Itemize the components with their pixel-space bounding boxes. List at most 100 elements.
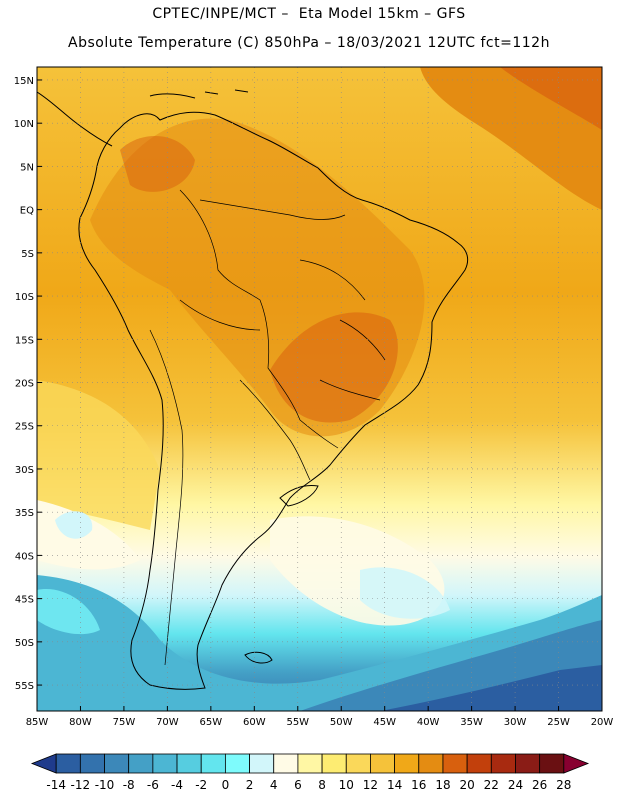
latitude-axis: 15N 10N 5N EQ 5S 10S 15S 20S 25S 30S 35S 40S 45S 50S 5… — [14, 76, 42, 692]
lon-tick-label: 60W — [243, 717, 266, 728]
legend-level-label: -2 — [195, 778, 207, 792]
legend-arrow-right — [563, 753, 590, 774]
legend-swatch — [490, 753, 516, 774]
temperature-field — [37, 67, 602, 711]
coldest-region-south — [380, 665, 602, 711]
lat-tick-label: 55S — [15, 681, 34, 692]
legend-labels: -14 -12 -10 -8 -6 -4 -2 0 2 4 6 8 10 12 14 16 18 20 22 24 26… — [46, 778, 571, 792]
legend-level-label: 16 — [411, 778, 426, 792]
country-borders — [149, 189, 386, 666]
legend-swatch — [55, 753, 81, 774]
lon-tick-label: 85W — [26, 717, 49, 728]
legend-level-label: 8 — [318, 778, 326, 792]
legend-level-label: -12 — [71, 778, 91, 792]
legend-level-label: 22 — [484, 778, 499, 792]
legend-swatch — [394, 753, 420, 774]
lat-tick-label: 5S — [21, 249, 34, 260]
south-america-coast — [78, 111, 469, 690]
legend-bar — [30, 753, 590, 774]
lon-tick-label: 25W — [547, 717, 570, 728]
color-legend: -14 -12 -10 -8 -6 -4 -2 0 2 4 6 8 10 12 14 16 18 20 22 24 26… — [30, 753, 590, 792]
legend-swatch — [515, 753, 541, 774]
legend-level-label: 10 — [339, 778, 354, 792]
border-paraguay-argentina — [239, 379, 311, 481]
border-andes — [149, 329, 184, 666]
border-bolivia — [179, 299, 261, 331]
rio-de-la-plata — [279, 485, 319, 507]
legend-level-label: 12 — [363, 778, 378, 792]
legend-level-label: -6 — [147, 778, 159, 792]
legend-arrow-left — [30, 753, 57, 774]
legend-swatch — [273, 753, 299, 774]
lon-tick-label: 80W — [69, 717, 92, 728]
lat-tick-label: 40S — [15, 551, 34, 562]
legend-swatch — [104, 753, 130, 774]
lon-tick-label: 35W — [460, 717, 483, 728]
legend-swatch — [539, 753, 565, 774]
lon-tick-label: 55W — [286, 717, 309, 728]
graticule — [37, 67, 602, 711]
longitude-axis: 85W 80W 75W 70W 65W 60W 55W 50W 45W 40W 35W 30W 25W 2… — [26, 706, 614, 728]
border-brazil-west — [179, 189, 339, 449]
legend-swatch — [224, 753, 250, 774]
legend-swatch — [249, 753, 275, 774]
legend-level-label: 28 — [556, 778, 571, 792]
lat-tick-label: 50S — [15, 638, 34, 649]
legend-swatch — [200, 753, 226, 774]
legend-swatch — [176, 753, 202, 774]
legend-level-label: 26 — [532, 778, 547, 792]
cold-spot-pacific — [55, 511, 93, 539]
lat-tick-label: 10N — [14, 119, 34, 130]
legend-level-label: -14 — [46, 778, 66, 792]
lon-tick-label: 65W — [200, 717, 223, 728]
legend-swatch — [79, 753, 105, 774]
lon-tick-label: 75W — [113, 717, 136, 728]
legend-level-label: 4 — [270, 778, 278, 792]
central-america-coast — [37, 91, 113, 147]
lat-tick-label: 25S — [15, 422, 34, 433]
cold-patch-atlantic — [360, 567, 450, 619]
legend-swatch — [297, 753, 323, 774]
coastlines — [37, 89, 469, 690]
map-title: CPTEC/INPE/MCT – Eta Model 15km – GFS — [152, 6, 466, 22]
legend-level-label: 2 — [246, 778, 254, 792]
map-frame — [36, 66, 603, 712]
border-brazil-states — [299, 259, 386, 401]
lat-tick-label: 15N — [14, 76, 34, 87]
lon-tick-label: 70W — [156, 717, 179, 728]
border-brazil-north — [199, 199, 346, 220]
legend-level-label: 6 — [294, 778, 302, 792]
lat-tick-label: 5N — [20, 162, 34, 173]
lon-tick-label: 40W — [417, 717, 440, 728]
lat-tick-label: 10S — [15, 292, 34, 303]
legend-swatch — [466, 753, 492, 774]
legend-level-label: 18 — [435, 778, 450, 792]
legend-swatch — [152, 753, 178, 774]
lat-tick-label: EQ — [20, 206, 34, 217]
lon-tick-label: 45W — [373, 717, 396, 728]
legend-level-label: -4 — [171, 778, 183, 792]
legend-swatch — [418, 753, 444, 774]
lon-tick-label: 30W — [504, 717, 527, 728]
legend-level-label: -10 — [95, 778, 115, 792]
legend-level-label: 14 — [387, 778, 402, 792]
lat-tick-label: 35S — [15, 508, 34, 519]
legend-swatch — [128, 753, 154, 774]
legend-swatch — [442, 753, 468, 774]
legend-level-label: 24 — [508, 778, 523, 792]
lat-tick-label: 15S — [15, 335, 34, 346]
hot-region-brazil — [270, 312, 398, 423]
cool-region-pacific — [37, 380, 160, 530]
lat-tick-label: 20S — [15, 379, 34, 390]
legend-swatch — [370, 753, 396, 774]
lat-tick-label: 45S — [15, 595, 34, 606]
lon-tick-label: 50W — [330, 717, 353, 728]
lat-tick-label: 30S — [15, 465, 34, 476]
legend-swatch — [321, 753, 347, 774]
map-subtitle: Absolute Temperature (C) 850hPa – 18/03/… — [68, 35, 550, 51]
hot-region-venezuela — [120, 136, 195, 192]
legend-level-label: -8 — [123, 778, 135, 792]
lon-tick-label: 20W — [591, 717, 614, 728]
legend-swatch — [345, 753, 371, 774]
